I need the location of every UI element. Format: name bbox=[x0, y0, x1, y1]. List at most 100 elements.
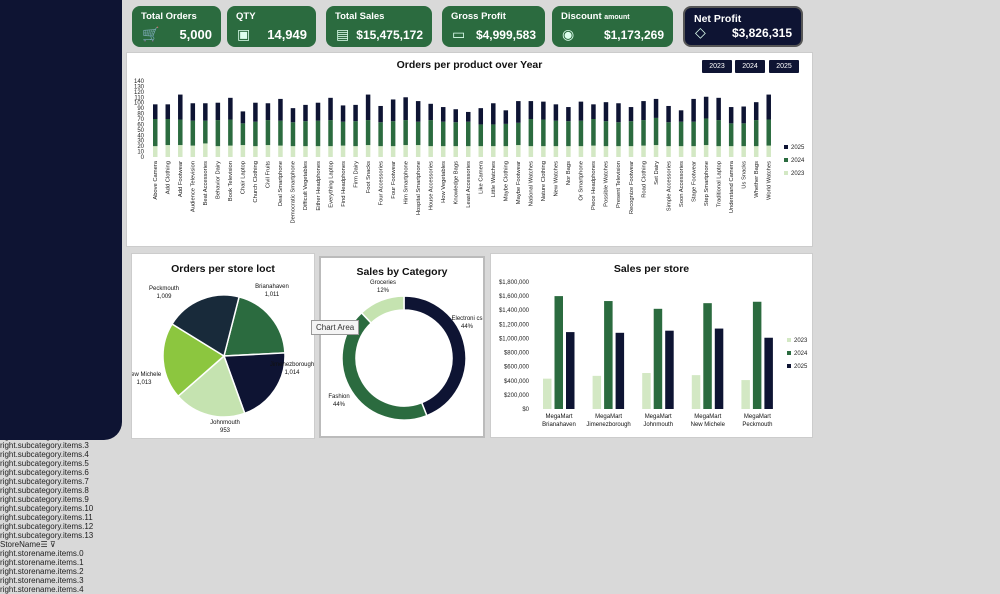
bar-segment-2024 bbox=[553, 120, 559, 147]
year-button-2023[interactable]: 2023 bbox=[702, 60, 732, 73]
donut-label: Groceries 12% bbox=[370, 280, 396, 294]
bar-segment-2023 bbox=[228, 145, 233, 157]
chart-title: Orders per store loct bbox=[171, 263, 275, 275]
bar-segment-2023 bbox=[753, 146, 759, 157]
bar-segment-2024 bbox=[453, 122, 458, 147]
bar-segment-2023 bbox=[240, 145, 246, 157]
x-tick-line2: Peckmouth bbox=[742, 422, 772, 428]
bar-segment-2024 bbox=[478, 124, 484, 147]
legend-label: 2024 bbox=[794, 351, 808, 357]
x-tick-label: Find Headphones bbox=[341, 161, 347, 207]
Smartphone: right.subcategory.items.9 bbox=[0, 495, 89, 504]
bar-segment-2023 bbox=[603, 146, 609, 157]
bar-2023 bbox=[691, 375, 701, 409]
kpi-value: 5,000 bbox=[179, 27, 212, 42]
x-tick-label: Stage Footwear bbox=[691, 161, 697, 202]
x-tick-label: Road Clothing bbox=[641, 161, 647, 198]
bar-segment-2025 bbox=[541, 101, 546, 120]
x-tick-label: Beat Accessories bbox=[203, 161, 209, 206]
bar-segment-2025 bbox=[228, 97, 233, 120]
Snacks: right.subcategory.items.10 bbox=[0, 504, 94, 513]
y-tick-label: 100 bbox=[134, 101, 145, 107]
grouped-bar-svg: $0 $200,000 $400,000 $600,000 $800,000 $1,000… bbox=[499, 280, 808, 428]
x-tick-label: MegaMart Johnmouth bbox=[643, 414, 673, 428]
kpi-net-profit: Net Profit ◇ $3,826,315 bbox=[683, 6, 803, 47]
chart-area-tooltip: Chart Area bbox=[311, 320, 360, 335]
bar-segment-2025 bbox=[215, 102, 221, 121]
legend-label: 2025 bbox=[791, 145, 805, 151]
x-tick-label: Step Smartphone bbox=[704, 161, 710, 206]
y-tick-label: 0 bbox=[141, 155, 145, 161]
bar-segment-2023 bbox=[440, 146, 446, 157]
kpi-title: QTY bbox=[236, 11, 256, 22]
bar-segment-2024 bbox=[365, 120, 371, 146]
bar-segment-2025 bbox=[641, 101, 646, 121]
pie-label: Brianahaven 1,011 bbox=[255, 284, 289, 298]
x-tick-label: Civil Fruits bbox=[266, 161, 272, 188]
bar-segment-2025 bbox=[415, 101, 421, 122]
x-tick-label: Foot Snacks bbox=[366, 161, 372, 193]
bar-segment-2023 bbox=[253, 146, 258, 157]
bar-segment-2023 bbox=[716, 146, 721, 157]
bar-segment-2025 bbox=[578, 101, 584, 121]
x-tick-label: Difficult Vegetables bbox=[303, 161, 309, 210]
bar-segment-2023 bbox=[491, 146, 496, 157]
bar-segment-2023 bbox=[553, 146, 559, 157]
x-tick-label: Everything Laptop bbox=[328, 161, 334, 208]
year-button-2024[interactable]: 2024 bbox=[735, 60, 765, 73]
kpi-discount: Discount amount ◉ $1,173,269 bbox=[552, 6, 673, 47]
bar-segment-2025 bbox=[303, 104, 308, 122]
year-button-2025[interactable]: 2025 bbox=[769, 60, 799, 73]
kpi-value: 14,949 bbox=[267, 27, 307, 42]
bar-segment-2024 bbox=[628, 121, 634, 147]
bar-segment-2023 bbox=[215, 146, 221, 157]
bar-segment-2023 bbox=[340, 145, 346, 157]
x-tick-line2: Brianahaven bbox=[542, 422, 576, 428]
y-tick-label: $400,000 bbox=[504, 379, 530, 385]
x-tick-label: Knowledge Bags bbox=[453, 161, 459, 205]
bar-segment-2025 bbox=[553, 104, 559, 121]
bar-segment-2024 bbox=[591, 119, 596, 146]
MegaMart Johnmouth: right.storename.items.2 bbox=[0, 567, 84, 576]
Television: right.subcategory.items.11 bbox=[0, 513, 93, 522]
Laptop: right.subcategory.items.8 bbox=[0, 486, 89, 495]
x-tick-line2: Johnmouth bbox=[643, 422, 673, 428]
legend-swatch-2023 bbox=[784, 171, 788, 175]
Dairy: right.subcategory.items.4 bbox=[0, 450, 89, 459]
bar-segment-2023 bbox=[641, 145, 646, 157]
pie-label: New Michele 1,013 bbox=[132, 372, 162, 386]
bar-segment-2025 bbox=[603, 102, 609, 122]
bar-segment-2025 bbox=[440, 107, 446, 122]
bar-segment-2025 bbox=[653, 98, 659, 118]
filter-icons[interactable]: ☰ ⊽ bbox=[40, 540, 56, 549]
bar-segment-2025 bbox=[678, 110, 684, 122]
box-icon: ▣ bbox=[237, 26, 251, 42]
bar-segment-2024 bbox=[340, 121, 346, 146]
x-tick-line2: Jimenezborough bbox=[586, 422, 630, 428]
bar-segment-2024 bbox=[378, 122, 383, 147]
bar-segment-2023 bbox=[290, 146, 296, 157]
Headphones: right.subcategory.items.7 bbox=[0, 477, 89, 486]
bar-segment-2025 bbox=[666, 105, 671, 123]
MegaMart Brianahaven: right.storename.items.0 bbox=[0, 549, 84, 558]
y-tick-label: $0 bbox=[522, 407, 529, 413]
x-tick-label: MegaMart Peckmouth bbox=[742, 414, 772, 428]
bar-segment-2024 bbox=[703, 118, 709, 146]
diamond-icon: ◇ bbox=[695, 24, 706, 40]
bar-segment-2023 bbox=[165, 145, 171, 157]
legend-label: 2025 bbox=[794, 364, 808, 370]
bar-segment-2024 bbox=[165, 119, 171, 146]
x-tick-label: Book Television bbox=[228, 161, 234, 201]
Watches: right.subcategory.items.13 bbox=[0, 531, 94, 540]
x-tick-label: How Vegetables bbox=[441, 161, 447, 203]
bar-segment-2023 bbox=[265, 145, 271, 157]
bar-2025 bbox=[566, 332, 575, 409]
x-tick-label: Little Watches bbox=[491, 161, 497, 197]
donut-svg: Electroni cs 44% Fashion 44% Groceries 12% bbox=[328, 280, 483, 421]
legend-label: 2023 bbox=[791, 171, 805, 177]
bar-segment-2024 bbox=[190, 120, 196, 146]
donut-label-percent: 44% bbox=[461, 324, 474, 330]
y-tick-label: 10 bbox=[137, 150, 144, 156]
legend-label: 2024 bbox=[791, 158, 805, 164]
left-slicer-panel bbox=[0, 0, 122, 440]
